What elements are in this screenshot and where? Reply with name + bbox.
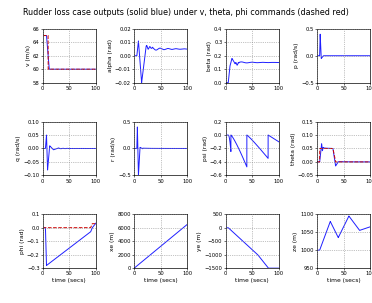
X-axis label: time (secs): time (secs): [327, 278, 360, 283]
Y-axis label: q (rad/s): q (rad/s): [16, 136, 21, 161]
Y-axis label: phi (rad): phi (rad): [20, 228, 25, 254]
X-axis label: time (secs): time (secs): [52, 278, 86, 283]
Y-axis label: xe (m): xe (m): [110, 231, 115, 251]
Y-axis label: theta (rad): theta (rad): [291, 132, 296, 165]
Text: Rudder loss case outputs (solid blue) under v, theta, phi commands (dashed red): Rudder loss case outputs (solid blue) un…: [23, 8, 349, 17]
Y-axis label: ze (m): ze (m): [293, 231, 298, 251]
Y-axis label: alpha (rad): alpha (rad): [108, 39, 113, 72]
Y-axis label: v (m/s): v (m/s): [26, 45, 31, 66]
Y-axis label: p (rad/s): p (rad/s): [294, 43, 299, 68]
Y-axis label: psi (rad): psi (rad): [203, 136, 208, 161]
Y-axis label: beta (rad): beta (rad): [207, 41, 212, 71]
X-axis label: time (secs): time (secs): [235, 278, 269, 283]
Y-axis label: r (rad/s): r (rad/s): [111, 136, 116, 161]
Y-axis label: ye (m): ye (m): [198, 231, 202, 251]
X-axis label: time (secs): time (secs): [144, 278, 178, 283]
